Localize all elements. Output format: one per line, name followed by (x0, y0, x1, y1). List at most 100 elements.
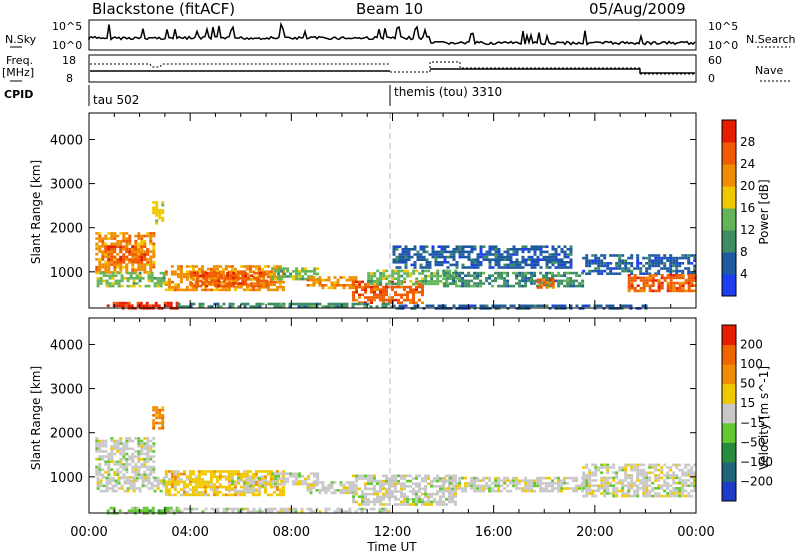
heatmap-cell (585, 494, 589, 498)
heatmap-cell (385, 487, 388, 491)
heatmap-cell (104, 237, 108, 240)
heatmap-cell (321, 489, 325, 492)
heatmap-cell (288, 507, 292, 511)
heatmap-cell (506, 489, 510, 493)
heatmap-cell (241, 271, 245, 275)
heatmap-cell (336, 507, 340, 511)
heatmap-cell (222, 510, 226, 513)
heatmap-cell (197, 270, 201, 273)
heatmap-cell (439, 485, 442, 488)
heatmap-cell (600, 269, 604, 273)
heatmap-cell (412, 291, 415, 294)
heatmap-cell (518, 279, 522, 283)
heatmap-cell (114, 274, 118, 277)
heatmap-cell (104, 271, 108, 274)
heatmap-cell (348, 286, 352, 290)
heatmap-cell (485, 250, 489, 254)
heatmap-cell (479, 253, 483, 256)
heatmap-cell (243, 489, 247, 493)
heatmap-cell (136, 304, 140, 307)
heatmap-cell (633, 274, 637, 277)
heatmap-cell (630, 468, 634, 472)
heatmap-cell (128, 439, 132, 443)
heatmap-cell (527, 271, 531, 275)
heatmap-cell (167, 286, 171, 289)
heatmap-cell (364, 485, 367, 488)
heatmap-cell (409, 498, 412, 501)
heatmap-cell (627, 492, 631, 495)
heatmap-cell (557, 487, 561, 490)
heatmap-cell (442, 269, 446, 273)
heatmap-cell (594, 471, 598, 474)
heatmap-cell (245, 267, 249, 271)
heatmap-cell (612, 489, 616, 493)
heatmap-cell (270, 302, 274, 306)
heatmap-cell (367, 492, 370, 496)
heatmap-cell (327, 276, 331, 279)
colorbar-swatch (722, 481, 736, 502)
heatmap-cell (98, 232, 102, 235)
heatmap-cell (122, 463, 126, 466)
heatmap-cell (245, 475, 249, 478)
heatmap-cell (125, 250, 129, 254)
heatmap-cell (266, 286, 270, 289)
heatmap-cell (527, 255, 531, 259)
heatmap-cell (551, 277, 555, 280)
heatmap-cell (271, 267, 275, 270)
heatmap-cell (687, 284, 691, 287)
heatmap-cell (454, 490, 457, 493)
heatmap-cell (545, 487, 549, 490)
heatmap-cell (666, 476, 670, 480)
heatmap-cell (488, 282, 492, 285)
heatmap-cell (458, 279, 462, 283)
heatmap-cell (229, 282, 233, 285)
heatmap-cell (134, 261, 138, 264)
heatmap-cell (261, 479, 265, 482)
heatmap-cell (327, 507, 331, 511)
heatmap-cell (131, 470, 135, 474)
heatmap-cell (136, 509, 140, 512)
heatmap-cell (227, 480, 231, 484)
heatmap-cell (476, 487, 480, 490)
heatmap-cell (497, 253, 501, 256)
heatmap-cell (415, 492, 418, 496)
heatmap-cell (259, 274, 263, 277)
heatmap-cell (218, 270, 222, 273)
heatmap-cell (669, 264, 673, 268)
heatmap-cell (143, 234, 147, 238)
heatmap-cell (117, 279, 121, 283)
heatmap-cell (147, 279, 151, 283)
heatmap-cell (461, 263, 465, 267)
heatmap-cell (193, 271, 197, 275)
heatmap-cell (212, 483, 216, 486)
heatmap-cell (117, 487, 121, 490)
heatmap-cell (603, 492, 607, 495)
heatmap-cell (176, 478, 180, 481)
heatmap-cell (357, 507, 361, 511)
heatmap-cell (278, 493, 282, 497)
heatmap-cell (569, 248, 573, 251)
heatmap-cell (122, 447, 126, 451)
heatmap-cell (385, 298, 388, 302)
heatmap-cell (301, 480, 305, 483)
heatmap-cell (563, 279, 567, 283)
heatmap-cell (182, 483, 186, 486)
heatmap-cell (147, 277, 151, 280)
heatmap-cell (298, 272, 302, 276)
heatmap-cell (210, 305, 214, 308)
heatmap-cell (600, 463, 604, 467)
heatmap-cell (464, 282, 468, 285)
heatmap-cell (690, 481, 694, 485)
heatmap-cell (381, 510, 385, 513)
heatmap-cell (149, 444, 153, 448)
heatmap-cell (654, 479, 658, 482)
heatmap-cell (400, 492, 403, 496)
heatmap-cell (134, 437, 138, 440)
heatmap-cell (126, 487, 130, 490)
heatmap-cell (98, 468, 102, 471)
heatmap-cell (258, 476, 262, 480)
heatmap-cell (316, 472, 320, 475)
heatmap-cell (147, 274, 151, 277)
heatmap-cell (427, 274, 431, 278)
heatmap-cell (131, 258, 135, 261)
